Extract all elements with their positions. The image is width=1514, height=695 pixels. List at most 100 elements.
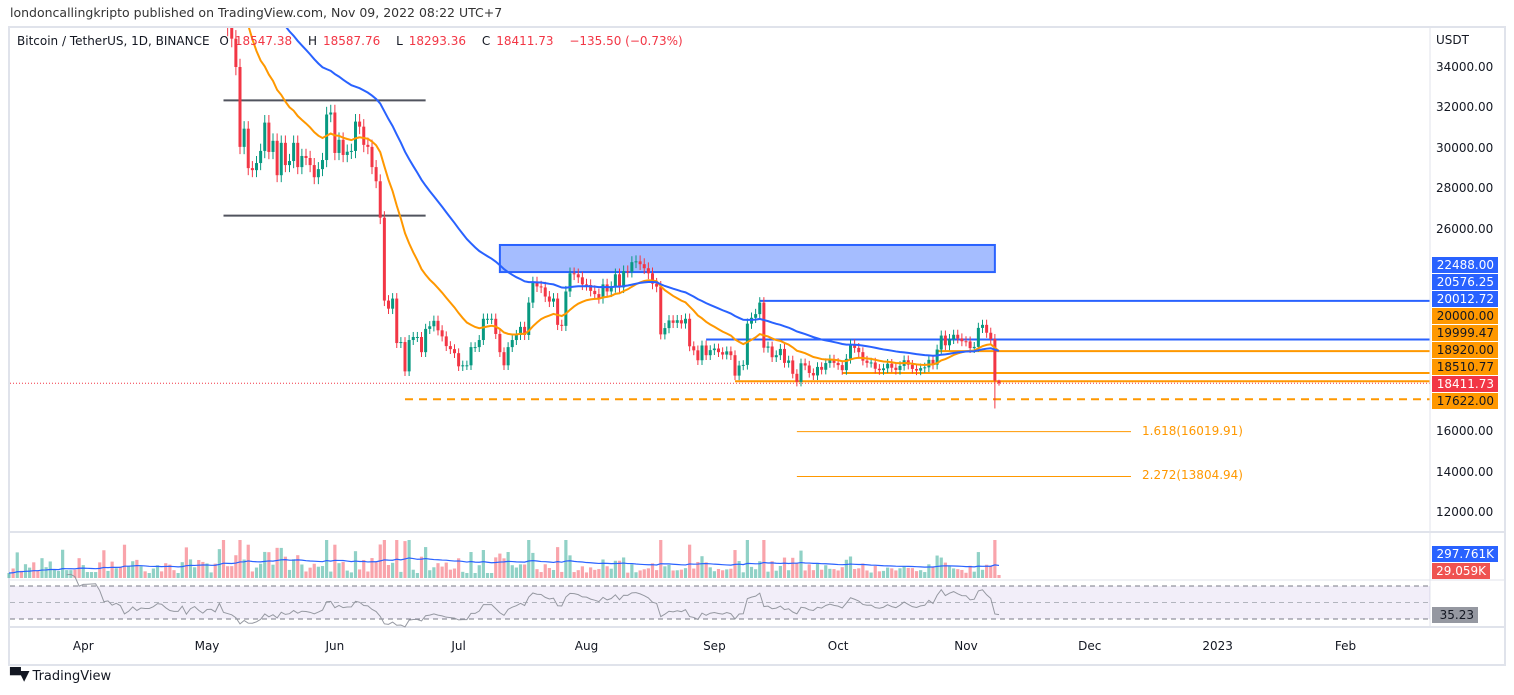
volume-bar — [432, 567, 436, 578]
volume-bar — [766, 571, 770, 578]
price-tick-label: 30000.00 — [1436, 140, 1494, 155]
candle — [531, 282, 535, 303]
price-tick-label: 14000.00 — [1436, 464, 1494, 479]
candle — [428, 326, 432, 329]
candle — [440, 330, 444, 337]
volume-bar — [820, 569, 824, 578]
volume-bar — [551, 569, 556, 578]
volume-bar — [782, 557, 787, 578]
volume-bar — [267, 552, 271, 578]
symbol-name[interactable]: Bitcoin / TetherUS, 1D, BINANCE — [17, 34, 210, 48]
candle — [420, 336, 423, 353]
candle — [894, 367, 898, 370]
volume-bar — [81, 565, 85, 578]
volume-bar — [712, 571, 716, 578]
volume-bar — [329, 571, 333, 578]
volume-bar — [890, 568, 894, 578]
candle — [403, 342, 407, 372]
footer-brand[interactable]: ▀▼ TradingView — [10, 668, 111, 684]
volume-bar — [65, 570, 69, 578]
candle — [527, 302, 531, 335]
volume-bar — [155, 565, 160, 578]
volume-bar — [725, 569, 729, 578]
candle — [968, 341, 972, 349]
time-tick-label: Feb — [1334, 639, 1357, 653]
volume-bar — [494, 557, 498, 578]
candle — [316, 169, 320, 178]
volume-bar — [593, 569, 597, 578]
candle — [415, 336, 419, 338]
volume-bar — [85, 572, 89, 578]
volume-bar — [7, 573, 11, 578]
price-axis-label: 22488.00 — [1432, 257, 1498, 273]
volume-bar — [985, 564, 989, 578]
volume-bar — [704, 562, 708, 578]
price-axis-label: 18510.77 — [1432, 359, 1498, 375]
volume-bar — [353, 551, 358, 578]
volume-bar — [147, 573, 151, 578]
volume-bar — [473, 573, 477, 578]
candle — [444, 336, 448, 347]
candle — [432, 320, 436, 327]
time-tick-label: Dec — [1078, 639, 1102, 653]
candle — [222, 0, 225, 16]
volume-bar — [659, 540, 663, 578]
candle — [234, 38, 238, 67]
candle — [849, 344, 852, 359]
candle — [473, 347, 477, 349]
candle — [580, 277, 584, 285]
volume-bar — [956, 569, 960, 578]
volume-bar — [259, 563, 263, 578]
volume-bar — [923, 572, 927, 578]
candle — [816, 366, 819, 376]
time-tick-label: Jul — [451, 639, 466, 653]
volume-bar — [213, 563, 217, 578]
volume-bar — [881, 570, 886, 578]
volume-bar — [840, 567, 844, 578]
volume-bar — [692, 568, 696, 578]
volume-bar — [209, 572, 213, 578]
volume-bar — [869, 572, 873, 578]
price-axis-label: 20012.72 — [1432, 291, 1498, 307]
candle — [684, 318, 687, 324]
candle — [651, 273, 654, 284]
time-tick-label: Aug — [574, 639, 599, 653]
volume-bar — [861, 563, 865, 578]
volume-bar — [419, 556, 424, 578]
volume-bar — [770, 561, 774, 578]
volume-bar — [877, 571, 881, 578]
volume-bar — [366, 571, 370, 578]
volume-bar — [580, 566, 584, 578]
volume-bar — [931, 567, 935, 578]
candle — [477, 340, 481, 348]
candle — [481, 318, 485, 341]
candle — [700, 345, 704, 361]
volume-bar — [762, 540, 766, 578]
volume-bar — [296, 555, 300, 578]
volume-bar — [469, 552, 473, 578]
volume-bar — [275, 547, 279, 578]
volume-bar — [853, 569, 857, 578]
volume-bar — [774, 570, 778, 578]
volume-bar — [993, 540, 997, 578]
volume-bar — [527, 540, 531, 578]
candle — [300, 155, 304, 168]
candle — [436, 320, 440, 331]
volume-bar — [906, 567, 910, 578]
volume-bar — [729, 568, 733, 578]
volume-bar — [448, 569, 452, 578]
candle — [638, 261, 642, 265]
candle — [556, 298, 560, 325]
volume-bar — [151, 568, 155, 578]
volume-bar — [428, 570, 432, 578]
volume-bar — [807, 564, 811, 578]
volume-bar — [242, 559, 246, 578]
candle — [296, 142, 300, 168]
volume-bar — [609, 568, 613, 578]
volume-bar — [811, 570, 815, 578]
volume-bar — [300, 564, 304, 578]
volume-bar — [391, 562, 395, 578]
candle — [820, 366, 824, 370]
candle — [519, 326, 522, 335]
